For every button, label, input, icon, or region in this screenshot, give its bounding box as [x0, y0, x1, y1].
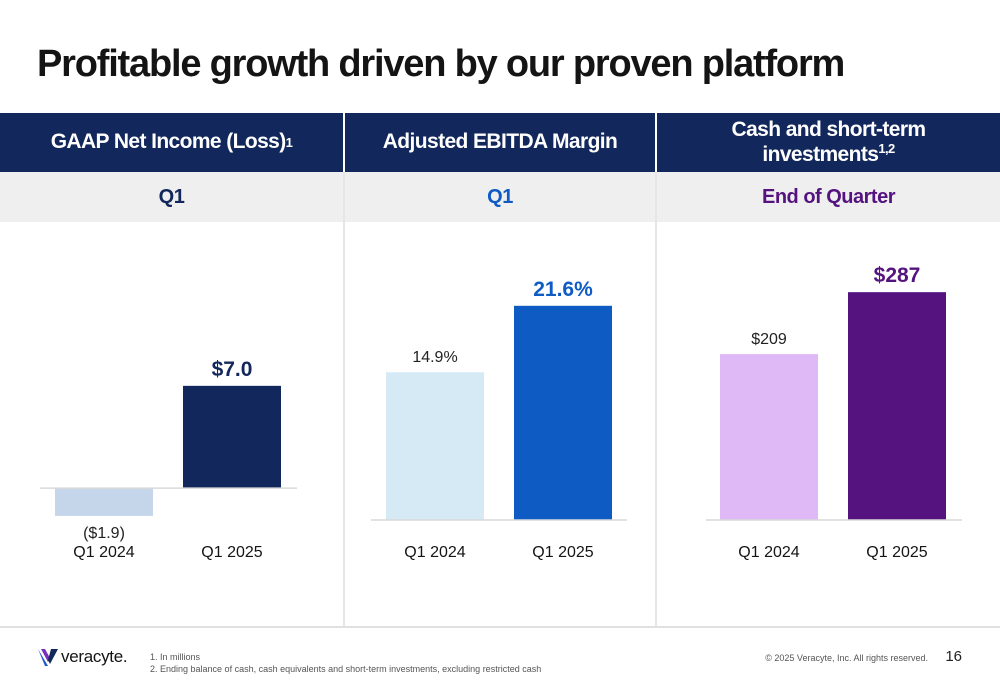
bar-q1-2025 — [183, 385, 281, 489]
footnotes: 1. In millions 2. Ending balance of cash… — [150, 651, 541, 675]
copyright: © 2025 Veracyte, Inc. All rights reserve… — [765, 653, 928, 663]
data-label: ($1.9) — [83, 525, 125, 542]
data-label: $7.0 — [212, 358, 253, 381]
column-header-net-income: GAAP Net Income (Loss) 1 — [0, 113, 343, 172]
category-label: Q1 2024 — [738, 544, 799, 561]
bar-q1-2024 — [386, 372, 484, 520]
column-header-cash-label: Cash and short-term investments — [731, 118, 927, 166]
column-header-cash: Cash and short-term investments1,2 — [657, 113, 1000, 172]
footer-divider — [0, 626, 1000, 628]
footnote-2: 2. Ending balance of cash, cash equivale… — [150, 664, 542, 674]
column-subheader-ebitda: Q1 — [487, 185, 513, 208]
data-label: 21.6% — [533, 278, 593, 301]
bar-q1-2024 — [55, 488, 153, 516]
column-divider-2 — [655, 172, 657, 627]
footnote-1: 1. In millions — [150, 652, 201, 662]
veracyte-logo-icon — [38, 649, 58, 666]
column-divider-1 — [343, 172, 345, 627]
chart-net-income: ($1.9) Q1 2024 $7.0 Q1 2025 — [40, 358, 297, 561]
column-header-net-income-label: GAAP Net Income (Loss) — [50, 130, 287, 154]
column-header-ebitda: Adjusted EBITDA Margin — [345, 113, 655, 172]
chart-ebitda-margin: 14.9% Q1 2024 21.6% Q1 2025 — [371, 278, 627, 561]
column-header-band — [0, 113, 1000, 172]
category-label: Q1 2025 — [201, 544, 262, 561]
header-divider-1 — [343, 113, 345, 172]
category-label: Q1 2025 — [866, 544, 927, 561]
veracyte-logo: veracyte. — [37, 645, 128, 669]
category-label: Q1 2024 — [404, 544, 465, 561]
column-header-cash-footnote: 1,2 — [878, 140, 895, 156]
header-divider-2 — [655, 113, 657, 172]
page-number: 16 — [945, 648, 962, 665]
column-subheader-net-income: Q1 — [158, 185, 185, 208]
column-subheader-band — [0, 172, 1000, 222]
veracyte-logo-text: veracyte. — [61, 647, 128, 666]
data-label: $209 — [751, 331, 787, 348]
column-header-ebitda-label: Adjusted EBITDA Margin — [382, 130, 618, 154]
bar-q1-2025 — [514, 305, 612, 520]
bar-q1-2024 — [720, 354, 818, 520]
column-subheader-cash: End of Quarter — [761, 185, 896, 208]
category-label: Q1 2024 — [73, 544, 134, 561]
column-header-net-income-footnote: 1 — [285, 134, 293, 150]
chart-cash: $209 Q1 2024 $287 Q1 2025 — [706, 264, 962, 561]
bar-q1-2025 — [848, 292, 946, 520]
category-label: Q1 2025 — [532, 544, 593, 561]
data-label: 14.9% — [412, 349, 457, 366]
data-label: $287 — [874, 264, 921, 287]
page-title: Profitable growth driven by our proven p… — [37, 43, 845, 85]
